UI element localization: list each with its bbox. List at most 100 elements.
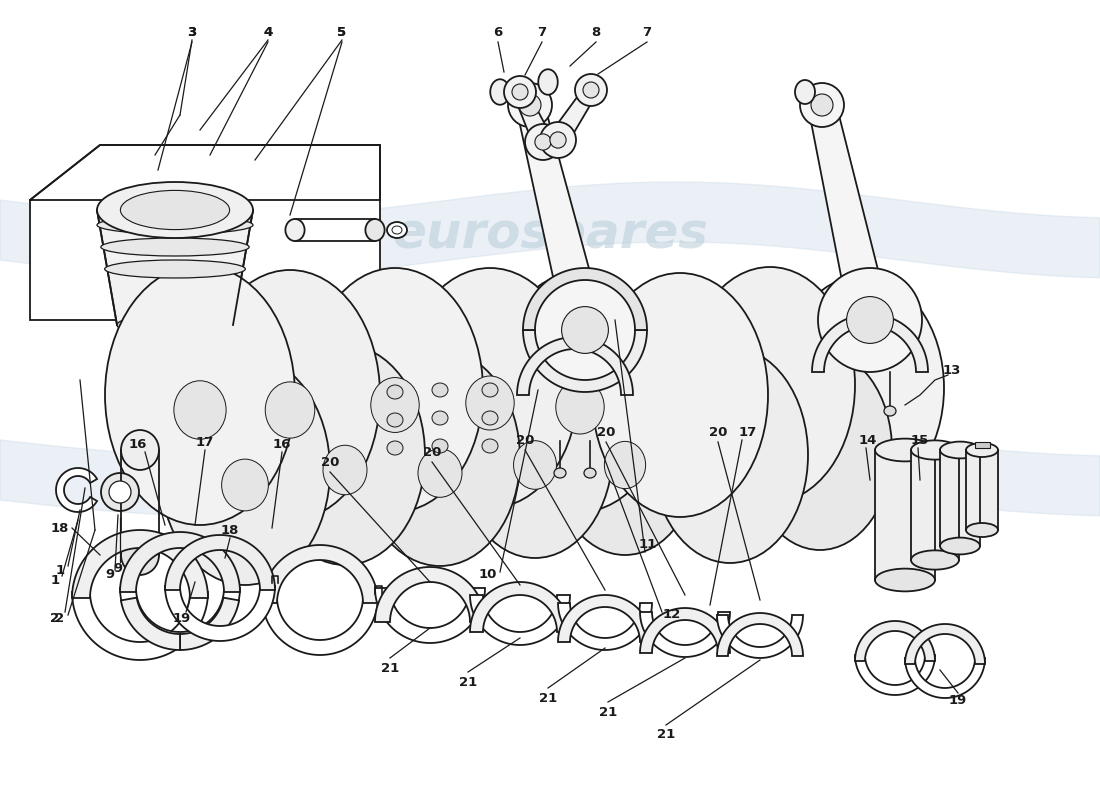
Polygon shape (165, 535, 275, 590)
Ellipse shape (432, 383, 448, 397)
Ellipse shape (360, 350, 520, 566)
Polygon shape (558, 603, 652, 650)
Polygon shape (120, 532, 240, 592)
Text: 12: 12 (663, 609, 681, 622)
Ellipse shape (265, 345, 425, 565)
Ellipse shape (491, 79, 509, 105)
Ellipse shape (525, 124, 561, 160)
Ellipse shape (117, 314, 233, 336)
Ellipse shape (780, 276, 944, 500)
Text: 19: 19 (173, 611, 191, 625)
Ellipse shape (811, 94, 833, 116)
Polygon shape (470, 582, 570, 632)
Ellipse shape (884, 406, 896, 416)
Text: 21: 21 (539, 691, 557, 705)
Text: 8: 8 (592, 26, 601, 38)
Ellipse shape (575, 74, 607, 106)
Ellipse shape (540, 122, 576, 158)
Polygon shape (966, 450, 998, 530)
Text: 2: 2 (51, 611, 59, 625)
Text: eurospares: eurospares (392, 210, 708, 258)
Polygon shape (120, 588, 240, 648)
Polygon shape (975, 442, 990, 448)
Ellipse shape (966, 523, 998, 537)
Ellipse shape (966, 443, 998, 457)
Polygon shape (470, 595, 570, 645)
Ellipse shape (104, 260, 245, 278)
Ellipse shape (800, 83, 844, 127)
Polygon shape (874, 450, 935, 580)
Ellipse shape (97, 182, 253, 238)
Ellipse shape (514, 441, 557, 490)
Ellipse shape (535, 134, 551, 150)
Ellipse shape (652, 347, 808, 563)
Ellipse shape (874, 569, 935, 591)
Ellipse shape (101, 238, 250, 256)
Ellipse shape (940, 538, 980, 554)
Text: 20: 20 (516, 434, 535, 446)
Polygon shape (905, 658, 984, 698)
Text: 5: 5 (338, 26, 346, 38)
Polygon shape (812, 314, 928, 372)
Text: 16: 16 (273, 438, 292, 451)
Ellipse shape (387, 413, 403, 427)
Ellipse shape (120, 190, 230, 230)
Ellipse shape (456, 342, 613, 558)
Ellipse shape (748, 350, 892, 550)
Polygon shape (514, 89, 552, 146)
Polygon shape (550, 86, 597, 146)
Polygon shape (30, 145, 379, 320)
Text: 1: 1 (55, 563, 65, 577)
Text: 2: 2 (55, 611, 65, 625)
Ellipse shape (508, 83, 552, 127)
Ellipse shape (604, 442, 646, 489)
Ellipse shape (387, 222, 407, 238)
Text: 18: 18 (221, 523, 239, 537)
Ellipse shape (554, 468, 566, 478)
Ellipse shape (160, 355, 330, 585)
Ellipse shape (847, 297, 893, 343)
Ellipse shape (200, 270, 380, 520)
Text: 4: 4 (263, 26, 273, 38)
Text: 20: 20 (597, 426, 615, 438)
Ellipse shape (465, 376, 514, 430)
Polygon shape (517, 337, 632, 395)
Ellipse shape (482, 411, 498, 425)
Text: 19: 19 (949, 694, 967, 706)
Ellipse shape (101, 473, 139, 511)
Ellipse shape (519, 94, 541, 116)
Polygon shape (522, 268, 647, 330)
Text: 20: 20 (321, 455, 339, 469)
Ellipse shape (121, 535, 160, 575)
Text: 13: 13 (943, 363, 961, 377)
Ellipse shape (97, 216, 253, 234)
Text: 1: 1 (51, 574, 59, 586)
Text: 14: 14 (859, 434, 877, 446)
Text: 20: 20 (708, 426, 727, 438)
Polygon shape (165, 586, 275, 641)
Polygon shape (72, 592, 208, 660)
Ellipse shape (365, 219, 385, 241)
Ellipse shape (104, 265, 295, 525)
Ellipse shape (482, 439, 498, 453)
Polygon shape (375, 588, 485, 643)
Polygon shape (640, 608, 730, 653)
Text: 9: 9 (106, 569, 114, 582)
Polygon shape (121, 598, 180, 650)
Ellipse shape (584, 78, 604, 102)
Ellipse shape (911, 440, 959, 460)
Polygon shape (97, 210, 253, 325)
Text: 5: 5 (338, 26, 346, 38)
Ellipse shape (323, 446, 367, 494)
Ellipse shape (402, 268, 578, 508)
Ellipse shape (685, 267, 855, 503)
Ellipse shape (387, 441, 403, 455)
Polygon shape (516, 102, 604, 334)
Ellipse shape (307, 268, 483, 512)
Text: 3: 3 (187, 26, 197, 38)
Text: 21: 21 (459, 675, 477, 689)
Text: 11: 11 (639, 538, 657, 551)
Ellipse shape (265, 382, 315, 438)
Polygon shape (717, 615, 803, 658)
Polygon shape (905, 624, 984, 664)
